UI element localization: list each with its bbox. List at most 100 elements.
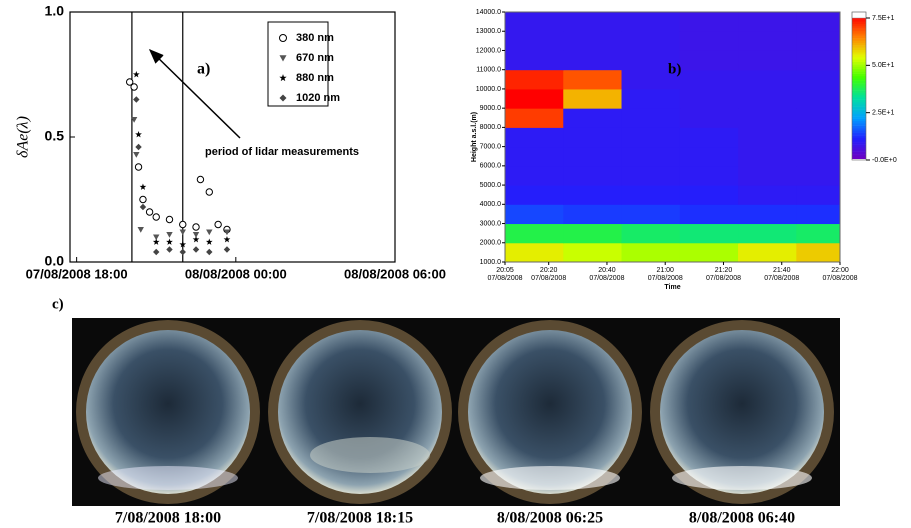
heat-cell [505, 185, 564, 205]
heat-cell [679, 108, 739, 128]
point [205, 188, 213, 196]
x-tick-label: 21:40 [773, 267, 791, 274]
colorbar-step [852, 45, 866, 48]
colorbar-step [852, 118, 866, 122]
heat-cell [505, 223, 564, 244]
panel-label: a) [197, 61, 210, 78]
heat-cell [563, 12, 623, 32]
heat-cell [738, 242, 797, 263]
x-tick-label: 08/08/2008 06:00 [344, 266, 446, 281]
heat-cell [563, 204, 623, 225]
y-tick-label: 0.0 [45, 253, 65, 269]
heat-cell [738, 31, 797, 51]
point [179, 240, 187, 248]
point [223, 235, 231, 243]
heat-cell [621, 127, 681, 148]
heat-cell [563, 31, 623, 51]
colorbar-step [852, 154, 866, 157]
heat-cell [679, 242, 739, 263]
heat-cell [796, 88, 841, 109]
heat-cell [621, 69, 681, 90]
y-tick-label: 2000.0 [480, 240, 502, 247]
colorbar-step [852, 21, 866, 25]
colorbar-step [852, 66, 866, 70]
heat-cell [738, 12, 797, 32]
colorbar-step [852, 54, 866, 58]
point [125, 78, 134, 86]
plot-frame [69, 11, 396, 263]
y-tick-label: 1000.0 [480, 259, 502, 266]
legend-marker [279, 94, 287, 102]
heat-cell [796, 108, 841, 128]
y-tick-label: 3000.0 [480, 220, 502, 227]
heat-cell [621, 242, 681, 263]
heat-cell [679, 69, 739, 90]
heat-cell [679, 223, 739, 244]
heat-cell [738, 50, 797, 71]
y-axis-label: Height a.s.l.(m) [471, 112, 478, 162]
legend-label: 380 nm [296, 32, 334, 44]
colorbar-step [852, 90, 866, 93]
colorbar-step [852, 151, 866, 155]
heat-cell [796, 12, 841, 32]
colorbar-step [852, 120, 866, 124]
heat-cell [738, 127, 797, 148]
heat-cell [505, 204, 564, 225]
heat-cell [679, 127, 739, 148]
colorbar-step [852, 149, 866, 152]
heat-cell [679, 50, 739, 71]
heat-cell [621, 88, 681, 109]
x-tick-label: 20:05 [496, 267, 514, 274]
colorbar-step [852, 111, 866, 115]
point [214, 220, 222, 229]
x-tick-label: 07/08/2008 18:00 [26, 266, 128, 281]
point [192, 231, 200, 238]
heat-cell [796, 185, 841, 205]
heat-cell [505, 88, 564, 109]
heat-cell [738, 146, 797, 167]
heat-cell [563, 242, 623, 263]
x-tick-label: 20:20 [540, 267, 558, 274]
legend-marker [279, 55, 287, 62]
plot-frame [504, 11, 841, 263]
photo-caption: 7/08/2008 18:15 [307, 510, 413, 527]
panel-label: c) [52, 296, 64, 312]
x-tick-label: 21:00 [656, 267, 674, 274]
colorbar-step [852, 144, 866, 148]
heat-cell [796, 146, 841, 167]
heat-cell [563, 185, 623, 205]
heat-cell [563, 50, 623, 71]
x-tick-sublabel: 07/08/2008 [706, 275, 741, 282]
point [179, 220, 187, 229]
point [196, 175, 205, 184]
y-tick-label: 14000.0 [476, 9, 501, 16]
heat-cell [505, 50, 564, 71]
heat-cell [738, 204, 797, 225]
heat-cell [563, 146, 623, 167]
colorbar-label: 2.5E+1 [872, 110, 894, 117]
y-tick-label: 1.0 [45, 3, 65, 19]
colorbar-step [852, 139, 866, 143]
heat-cell [505, 69, 564, 90]
heat-cell [679, 31, 739, 51]
heat-cell [563, 127, 623, 148]
colorbar-step [852, 109, 866, 112]
heat-cell [563, 223, 623, 244]
heat-cell [505, 31, 564, 51]
heat-cell [563, 108, 623, 128]
colorbar-step [852, 30, 866, 34]
colorbar-step [852, 116, 866, 119]
photo-panel: c) 7/08/2008 18:00 7/08/2008 18:15 8/08/… [52, 296, 840, 527]
y-tick-label: 4000.0 [480, 201, 502, 208]
colorbar-cap [851, 11, 867, 19]
photo-caption: 8/08/2008 06:25 [497, 510, 603, 527]
x-tick-sublabel: 07/08/2008 [487, 275, 522, 282]
point [166, 231, 173, 238]
y-tick-label: 5000.0 [480, 182, 502, 189]
heat-cell [563, 88, 623, 109]
y-tick-label: 10000.0 [476, 86, 501, 93]
point [206, 248, 213, 256]
heat-cell [738, 108, 797, 128]
legend-marker [279, 34, 287, 42]
